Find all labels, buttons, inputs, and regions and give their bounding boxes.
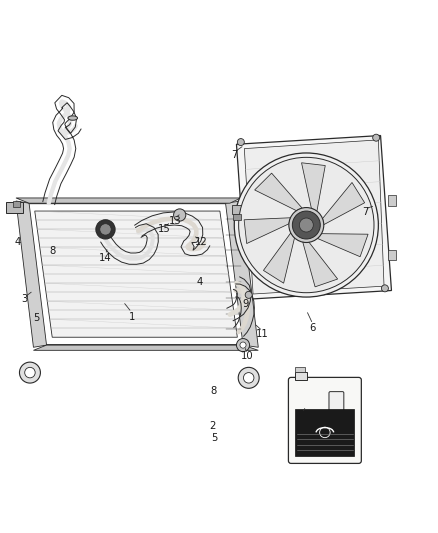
Text: 7: 7 <box>231 150 237 160</box>
Text: 7: 7 <box>362 207 368 217</box>
Text: 3: 3 <box>21 294 28 304</box>
Circle shape <box>234 153 378 297</box>
Polygon shape <box>35 211 237 337</box>
Text: 15: 15 <box>158 224 171 235</box>
Bar <box>389 195 396 206</box>
Bar <box>13 201 20 207</box>
Text: 11: 11 <box>256 329 269 339</box>
Text: 14: 14 <box>99 253 112 263</box>
Polygon shape <box>244 218 290 244</box>
Bar <box>295 367 305 372</box>
Circle shape <box>240 342 246 348</box>
Polygon shape <box>263 233 294 283</box>
Text: 16: 16 <box>296 411 308 421</box>
Text: 8: 8 <box>211 386 217 396</box>
Polygon shape <box>244 140 384 294</box>
Text: 6: 6 <box>310 322 316 333</box>
Circle shape <box>245 292 252 298</box>
Polygon shape <box>16 201 46 348</box>
Bar <box>389 249 396 261</box>
Polygon shape <box>322 182 365 225</box>
Ellipse shape <box>68 116 78 120</box>
Text: 10: 10 <box>241 351 254 361</box>
Polygon shape <box>301 163 325 211</box>
Text: 2: 2 <box>209 421 215 431</box>
Circle shape <box>238 367 259 389</box>
Polygon shape <box>303 242 338 287</box>
Bar <box>295 409 354 456</box>
Text: 1: 1 <box>128 312 135 322</box>
Bar <box>6 202 22 213</box>
Circle shape <box>292 211 320 239</box>
Circle shape <box>96 220 115 239</box>
Circle shape <box>244 373 254 383</box>
Polygon shape <box>226 201 258 348</box>
Bar <box>294 372 307 380</box>
Text: 4: 4 <box>196 277 202 287</box>
Circle shape <box>100 224 111 235</box>
Polygon shape <box>16 198 241 203</box>
Bar <box>232 205 243 214</box>
Text: 5: 5 <box>33 313 40 323</box>
Polygon shape <box>254 173 302 211</box>
Polygon shape <box>237 135 392 299</box>
Circle shape <box>381 285 389 292</box>
Text: 9: 9 <box>242 298 248 309</box>
Circle shape <box>19 362 40 383</box>
Circle shape <box>299 218 313 232</box>
Circle shape <box>239 157 374 293</box>
Text: 13: 13 <box>169 216 182 225</box>
FancyBboxPatch shape <box>329 392 344 420</box>
Circle shape <box>237 338 250 352</box>
FancyBboxPatch shape <box>288 377 361 463</box>
Text: 5: 5 <box>212 433 218 442</box>
Bar <box>233 214 241 220</box>
Circle shape <box>173 209 186 221</box>
Polygon shape <box>318 233 368 257</box>
Text: 12: 12 <box>195 238 208 247</box>
Text: 8: 8 <box>49 246 55 256</box>
Text: 4: 4 <box>14 238 21 247</box>
Circle shape <box>237 139 244 146</box>
Polygon shape <box>33 345 258 350</box>
Circle shape <box>373 134 380 141</box>
Circle shape <box>25 367 35 378</box>
Circle shape <box>289 207 324 243</box>
